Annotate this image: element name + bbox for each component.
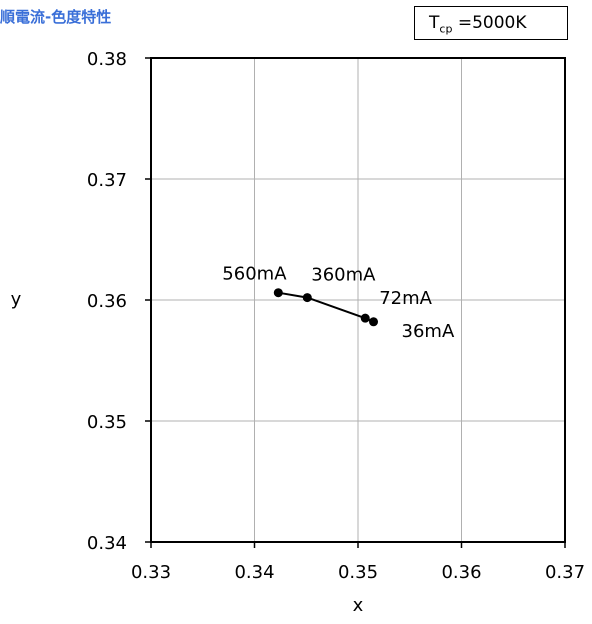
y-tick-label: 0.36 — [87, 291, 127, 312]
x-tick-label: 0.35 — [338, 562, 378, 583]
x-tick-label: 0.36 — [441, 562, 481, 583]
color-temperature-box: Tcp =5000K — [414, 6, 568, 40]
x-tick-label: 0.37 — [545, 562, 585, 583]
chart-heading: 順電流-色度特性 — [0, 8, 112, 26]
y-tick-label: 0.37 — [87, 170, 127, 191]
data-point — [360, 313, 370, 323]
tcp-value: =5000K — [457, 13, 527, 33]
y-tick-label: 0.35 — [87, 412, 127, 433]
data-label: 360mA — [311, 265, 376, 286]
y-axis-title: y — [11, 289, 22, 310]
y-tick-label: 0.38 — [87, 49, 127, 70]
data-point — [273, 288, 283, 298]
x-tick-label: 0.34 — [234, 562, 274, 583]
data-point — [302, 293, 312, 303]
data-label: 36mA — [402, 321, 455, 342]
data-label: 72mA — [379, 288, 432, 309]
data-point — [369, 317, 379, 327]
x-tick-label: 0.33 — [131, 562, 171, 583]
tcp-symbol: T — [429, 13, 440, 33]
x-axis-title: x — [353, 595, 364, 616]
series-line — [278, 291, 374, 323]
tcp-subscript: cp — [439, 22, 453, 36]
y-tick-label: 0.34 — [87, 533, 127, 554]
data-label: 560mA — [222, 264, 287, 285]
